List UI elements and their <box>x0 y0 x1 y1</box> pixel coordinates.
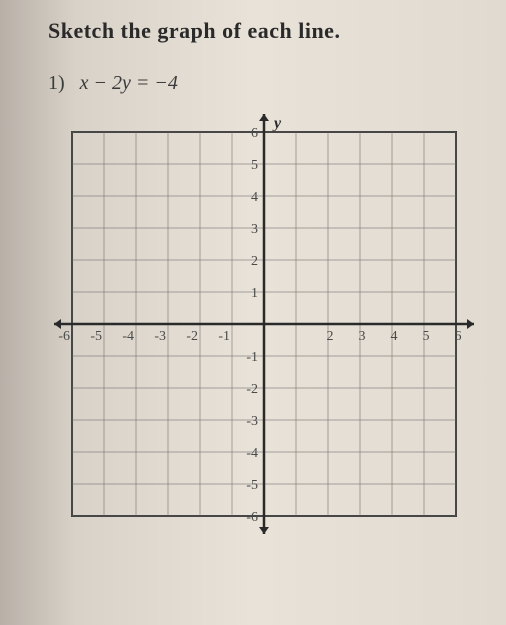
svg-text:3: 3 <box>359 329 366 344</box>
svg-text:4: 4 <box>251 190 258 205</box>
problem-statement: 1) x − 2y = −4 <box>48 72 178 95</box>
svg-text:-2: -2 <box>246 382 258 397</box>
problem-equation: x − 2y = −4 <box>80 72 178 94</box>
svg-text:3: 3 <box>251 222 258 237</box>
svg-text:-6: -6 <box>58 329 70 344</box>
page-title: Sketch the graph of each line. <box>48 18 340 44</box>
svg-text:-5: -5 <box>246 478 258 493</box>
svg-text:-1: -1 <box>218 329 230 344</box>
coordinate-grid: -6-5-4-3-2-123456123456-1-2-3-4-5-6yx <box>48 112 478 592</box>
svg-text:5: 5 <box>251 158 258 173</box>
svg-text:y: y <box>272 115 282 132</box>
svg-text:-5: -5 <box>90 329 102 344</box>
svg-text:-3: -3 <box>246 414 258 429</box>
svg-text:-3: -3 <box>154 329 166 344</box>
svg-text:5: 5 <box>423 329 430 344</box>
svg-text:6: 6 <box>455 329 462 344</box>
svg-text:-2: -2 <box>186 329 198 344</box>
svg-text:-4: -4 <box>246 446 258 461</box>
svg-text:4: 4 <box>391 329 398 344</box>
svg-text:1: 1 <box>251 286 258 301</box>
svg-text:2: 2 <box>251 254 258 269</box>
svg-text:-6: -6 <box>246 510 258 525</box>
svg-text:-4: -4 <box>122 329 134 344</box>
svg-text:-1: -1 <box>246 350 258 365</box>
svg-text:2: 2 <box>327 329 334 344</box>
problem-number: 1) <box>48 72 65 94</box>
svg-text:6: 6 <box>251 126 258 141</box>
